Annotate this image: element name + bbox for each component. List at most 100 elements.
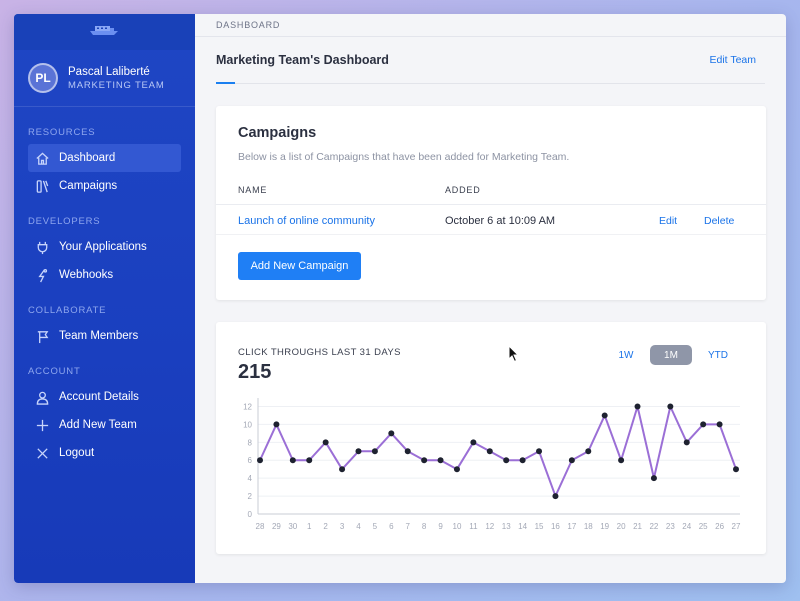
sidebar-item-label: Webhooks [59, 269, 114, 281]
sidebar-item-add-new-team[interactable]: Add New Team [28, 411, 181, 439]
column-header-added: ADDED [445, 185, 481, 195]
data-point [273, 421, 280, 428]
campaign-name-link[interactable]: Launch of online community [238, 215, 375, 227]
add-new-campaign-button[interactable]: Add New Campaign [238, 252, 361, 280]
data-point [257, 457, 263, 464]
sidebar-item-campaigns[interactable]: Campaigns [28, 172, 181, 200]
x-tick-label: 16 [551, 522, 560, 531]
x-tick-label: 8 [422, 522, 427, 531]
y-tick-label: 12 [243, 402, 252, 411]
sidebar-section-title: COLLABORATE [28, 305, 107, 316]
series-line [259, 405, 737, 498]
sidebar-item-label: Team Members [59, 330, 139, 342]
x-tick-label: 4 [356, 522, 361, 531]
x-tick-label: 10 [453, 522, 462, 531]
data-point [388, 430, 395, 437]
data-point [650, 475, 657, 482]
webhook-icon [34, 267, 50, 283]
sidebar-section-title: DEVELOPERS [28, 216, 101, 227]
profile-team: MARKETING TEAM [68, 79, 165, 91]
edit-team-link[interactable]: Edit Team [709, 54, 757, 66]
sidebar-item-label: Your Applications [59, 241, 147, 253]
boat-logo-icon[interactable] [88, 23, 122, 42]
click-throughs-total: 215 [238, 361, 272, 383]
click-throughs-card: CLICK THROUGHS LAST 31 DAYS 215 1W 1M YT… [216, 322, 766, 554]
x-tick-label: 28 [256, 522, 265, 531]
app-window: PL Pascal Laliberté MARKETING TEAM RESOU… [14, 14, 786, 583]
table-divider [216, 234, 766, 235]
data-point [552, 493, 559, 500]
data-point [700, 421, 707, 428]
data-point [585, 448, 592, 455]
x-tick-label: 20 [617, 522, 626, 531]
plus-icon [34, 417, 50, 433]
campaigns-title: Campaigns [238, 125, 317, 141]
profile[interactable]: PL Pascal Laliberté MARKETING TEAM [14, 50, 195, 107]
y-tick-label: 0 [248, 510, 253, 519]
x-tick-label: 24 [682, 522, 691, 531]
x-tick-label: 5 [373, 522, 378, 531]
range-1m-button[interactable]: 1M [650, 345, 692, 365]
plug-icon [34, 239, 50, 255]
avatar[interactable]: PL [28, 63, 58, 93]
x-tick-label: 21 [633, 522, 642, 531]
y-tick-label: 6 [248, 456, 253, 465]
data-point [634, 403, 641, 410]
profile-name: Pascal Laliberté [68, 65, 150, 78]
x-tick-label: 14 [518, 522, 527, 531]
data-point [453, 466, 460, 473]
data-point [716, 421, 723, 428]
range-1w-button[interactable]: 1W [618, 349, 634, 361]
x-tick-label: 27 [732, 522, 741, 531]
sidebar-item-webhooks[interactable]: Webhooks [28, 261, 181, 289]
table-divider [216, 204, 766, 205]
x-tick-label: 13 [502, 522, 511, 531]
campaign-added-date: October 6 at 10:09 AM [445, 215, 556, 227]
user-icon [34, 389, 50, 405]
data-point [470, 439, 477, 446]
edit-campaign-link[interactable]: Edit [659, 215, 678, 227]
sidebar-section-title: ACCOUNT [28, 366, 81, 377]
y-tick-label: 4 [248, 474, 253, 483]
x-tick-label: 2 [323, 522, 328, 531]
sidebar-item-logout[interactable]: Logout [28, 439, 181, 467]
campaigns-card: Campaigns Below is a list of Campaigns t… [216, 106, 766, 300]
breadcrumb: DASHBOARD [195, 14, 786, 37]
data-point [421, 457, 428, 464]
data-point [601, 412, 608, 419]
x-tick-label: 18 [584, 522, 593, 531]
data-point [355, 448, 362, 455]
column-header-name: NAME [238, 185, 268, 195]
main-content: DASHBOARD Marketing Team's Dashboard Edi… [195, 14, 786, 583]
mouse-cursor-icon [508, 345, 520, 363]
active-tab-indicator [216, 82, 235, 84]
sidebar-item-dashboard[interactable]: Dashboard [28, 144, 181, 172]
sidebar-item-account-details[interactable]: Account Details [28, 383, 181, 411]
data-point [404, 448, 411, 455]
delete-campaign-link[interactable]: Delete [704, 215, 735, 227]
x-tick-label: 15 [535, 522, 544, 531]
x-tick-label: 11 [469, 522, 478, 531]
y-tick-label: 8 [248, 438, 253, 447]
sidebar-item-team-members[interactable]: Team Members [28, 322, 181, 350]
x-tick-label: 9 [438, 522, 443, 531]
data-point [486, 448, 493, 455]
data-point [519, 457, 526, 464]
data-point [618, 457, 625, 464]
sidebar-section-title: RESOURCES [28, 127, 96, 138]
x-tick-label: 19 [600, 522, 609, 531]
range-ytd-button[interactable]: YTD [708, 349, 728, 361]
x-tick-label: 26 [715, 522, 724, 531]
page-title: Marketing Team's Dashboard [216, 53, 389, 67]
sidebar-item-your-applications[interactable]: Your Applications [28, 233, 181, 261]
data-point [289, 457, 296, 464]
data-point [371, 448, 378, 455]
y-tick-label: 2 [248, 492, 253, 501]
y-tick-label: 10 [243, 420, 252, 429]
x-tick-label: 25 [699, 522, 708, 531]
sidebar-item-label: Dashboard [59, 152, 116, 164]
data-point [339, 466, 346, 473]
data-point [437, 457, 444, 464]
x-tick-label: 30 [288, 522, 297, 531]
